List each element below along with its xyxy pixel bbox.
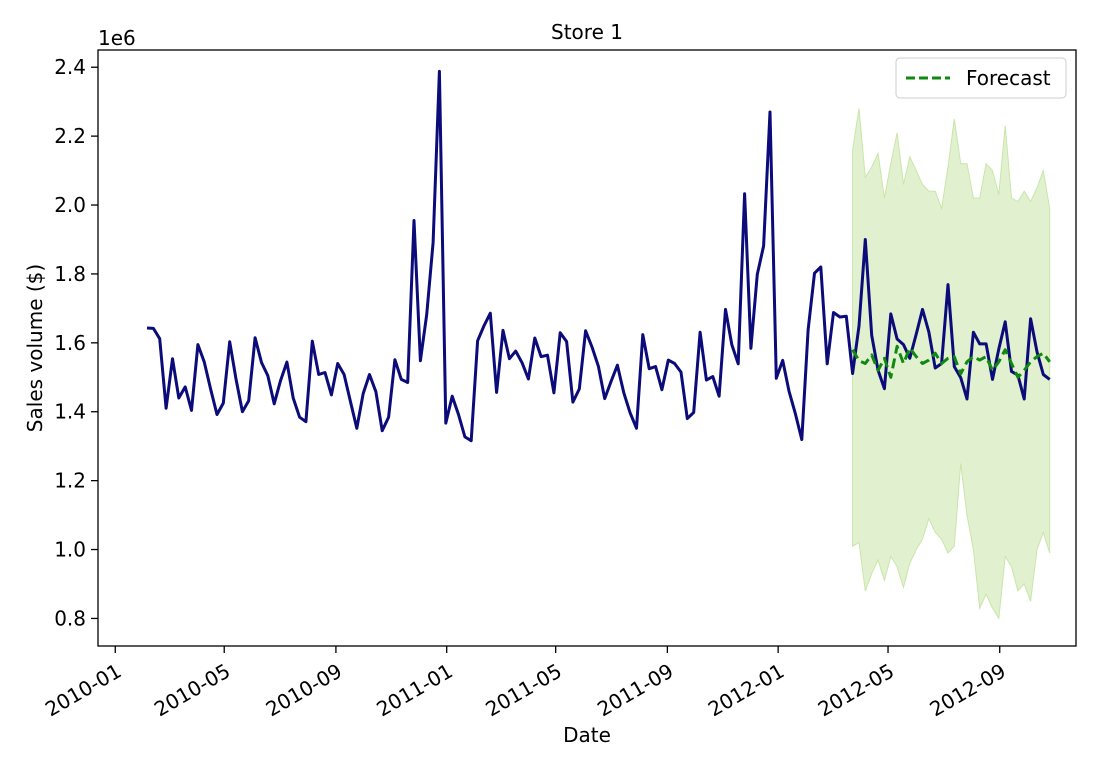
series-layer	[146, 69, 1051, 443]
y-axis: 0.8 1.0 1.2 1.4 1.6 1.8 2.0 2.2 2.4	[54, 55, 98, 630]
y-scale-label: 1e6	[98, 26, 136, 50]
y-tick-label: 1.4	[54, 400, 86, 424]
actual-series-points	[146, 71, 1050, 441]
y-tick-label: 1.6	[54, 331, 86, 355]
legend-entry-forecast: Forecast	[966, 66, 1051, 90]
forecast-interval-layer	[852, 108, 1051, 620]
legend: Forecast	[895, 57, 1067, 99]
forecast-series-points	[852, 346, 1050, 378]
y-axis-label: Sales volume ($)	[23, 264, 47, 432]
legend-box	[895, 57, 1067, 99]
y-tick-label: 2.0	[54, 193, 86, 217]
forecast-interval-band	[852, 108, 1051, 620]
forecast-series-line	[851, 344, 1051, 379]
y-tick-label: 0.8	[54, 606, 86, 630]
y-tick-label: 2.4	[54, 55, 86, 79]
chart-title: Store 1	[551, 20, 623, 44]
x-axis-label: Date	[563, 723, 611, 747]
y-tick-label: 2.2	[54, 124, 86, 148]
y-tick-label: 1.8	[54, 262, 86, 286]
plot-frame	[97, 49, 1077, 647]
y-tick-label: 1.0	[54, 538, 86, 562]
y-tick-label: 1.2	[54, 469, 86, 493]
